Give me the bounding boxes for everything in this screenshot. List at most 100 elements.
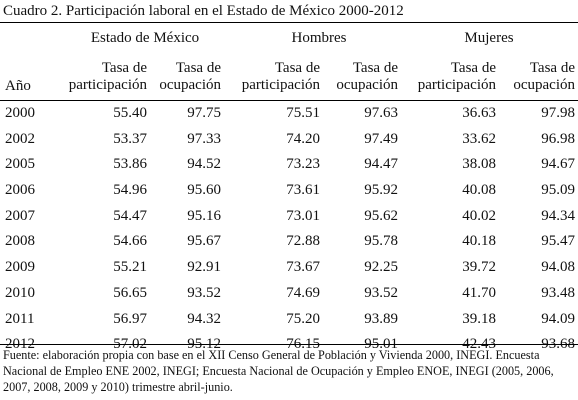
cell-mujeres-ocupacion: 94.08 — [541, 259, 575, 276]
table-row: 2008 54.66 95.67 72.88 95.78 40.18 95.47 — [0, 229, 578, 255]
cell-estado-ocupacion: 97.75 — [187, 105, 221, 121]
cell-hombres-participacion: 73.23 — [286, 156, 320, 173]
column-header-hombres-participacion: Tasa de participación — [242, 60, 320, 94]
cell-mujeres-ocupacion: 95.47 — [541, 233, 575, 250]
header-rule — [0, 100, 578, 101]
cell-estado-participacion: 54.47 — [113, 207, 147, 224]
cell-estado-participacion: 53.86 — [113, 156, 147, 173]
group-header-hombres: Hombres — [291, 30, 347, 46]
cell-mujeres-participacion: 36.63 — [462, 105, 496, 121]
cell-year: 2005 — [5, 156, 35, 173]
cell-mujeres-participacion: 33.62 — [462, 130, 496, 147]
cell-year: 2002 — [5, 130, 35, 147]
cell-estado-ocupacion: 94.52 — [187, 156, 221, 173]
table-row: 2002 53.37 97.33 74.20 97.49 33.62 96.98 — [0, 127, 578, 153]
year-column-header: Año — [5, 78, 31, 94]
cell-estado-participacion: 56.65 — [113, 284, 147, 301]
cell-hombres-ocupacion: 97.63 — [364, 105, 398, 121]
table-row: 2011 56.97 94.32 75.20 93.89 39.18 94.09 — [0, 307, 578, 333]
column-header-line: Tasa de — [529, 60, 575, 76]
table-row: 2005 53.86 94.52 73.23 94.47 38.08 94.67 — [0, 152, 578, 178]
table-row: 2000 55.40 97.75 75.51 97.63 36.63 97.98 — [0, 101, 578, 127]
cell-estado-ocupacion: 93.52 — [187, 284, 221, 301]
cell-hombres-participacion: 75.20 — [286, 310, 320, 327]
cell-mujeres-ocupacion: 94.67 — [541, 156, 575, 173]
cell-estado-ocupacion: 97.33 — [187, 130, 221, 147]
cell-hombres-ocupacion: 93.89 — [364, 310, 398, 327]
cell-mujeres-ocupacion: 94.09 — [541, 310, 575, 327]
cell-year: 2010 — [5, 284, 35, 301]
cell-mujeres-participacion: 39.72 — [462, 259, 496, 276]
cell-estado-participacion: 55.21 — [113, 259, 147, 276]
cell-year: 2008 — [5, 233, 35, 250]
cell-estado-ocupacion: 95.60 — [187, 182, 221, 199]
table-row: 2010 56.65 93.52 74.69 93.52 41.70 93.48 — [0, 281, 578, 307]
cell-hombres-participacion: 75.51 — [286, 105, 320, 121]
column-header-hombres-ocupacion: Tasa de ocupación — [336, 60, 398, 94]
cell-hombres-participacion: 72.88 — [286, 233, 320, 250]
cell-mujeres-participacion: 40.08 — [462, 182, 496, 199]
cell-year: 2011 — [5, 310, 35, 327]
cell-mujeres-ocupacion: 93.48 — [541, 284, 575, 301]
cell-hombres-participacion: 73.61 — [286, 182, 320, 199]
column-header-estado-ocupacion: Tasa de ocupación — [159, 60, 221, 94]
cell-estado-participacion: 54.96 — [113, 182, 147, 199]
cell-hombres-ocupacion: 97.49 — [364, 130, 398, 147]
cell-year: 2009 — [5, 259, 35, 276]
cell-mujeres-participacion: 40.02 — [462, 207, 496, 224]
column-header-mujeres-ocupacion: Tasa de ocupación — [513, 60, 575, 94]
table-row: 2006 54.96 95.60 73.61 95.92 40.08 95.09 — [0, 178, 578, 204]
cell-estado-participacion: 53.37 — [113, 130, 147, 147]
cell-hombres-ocupacion: 93.52 — [364, 284, 398, 301]
top-rule — [0, 22, 578, 23]
column-header-line: participación — [241, 77, 320, 93]
cell-mujeres-participacion: 40.18 — [462, 233, 496, 250]
column-header-line: participación — [417, 77, 496, 93]
group-header-mujeres: Mujeres — [464, 30, 514, 46]
cell-estado-ocupacion: 95.67 — [187, 233, 221, 250]
cell-hombres-ocupacion: 92.25 — [364, 259, 398, 276]
table-row: 2009 55.21 92.91 73.67 92.25 39.72 94.08 — [0, 255, 578, 281]
cell-mujeres-ocupacion: 97.98 — [541, 105, 575, 121]
column-header-line: ocupación — [159, 77, 221, 93]
source-note: Fuente: elaboración propia con base en e… — [3, 348, 554, 394]
cell-hombres-ocupacion: 95.78 — [364, 233, 398, 250]
cell-estado-ocupacion: 95.16 — [187, 207, 221, 224]
bottom-rule — [0, 344, 578, 345]
cell-mujeres-participacion: 38.08 — [462, 156, 496, 173]
cell-year: 2006 — [5, 182, 35, 199]
cell-hombres-ocupacion: 95.62 — [364, 207, 398, 224]
column-header-line: participación — [68, 77, 147, 93]
group-header-estado: Estado de México — [90, 30, 200, 46]
cell-hombres-ocupacion: 95.92 — [364, 182, 398, 199]
cell-hombres-participacion: 74.20 — [286, 130, 320, 147]
column-header-line: Tasa de — [450, 60, 496, 76]
column-header-line: Tasa de — [274, 60, 320, 76]
cell-mujeres-participacion: 41.70 — [462, 284, 496, 301]
cell-estado-participacion: 55.40 — [113, 105, 147, 121]
column-header-line: Tasa de — [352, 60, 398, 76]
cell-hombres-ocupacion: 94.47 — [364, 156, 398, 173]
column-header-estado-participacion: Tasa de participación — [69, 60, 147, 94]
column-header-line: Tasa de — [175, 60, 221, 76]
cell-estado-participacion: 54.66 — [113, 233, 147, 250]
cell-hombres-participacion: 73.67 — [286, 259, 320, 276]
cell-estado-participacion: 56.97 — [113, 310, 147, 327]
table-row: 2007 54.47 95.16 73.01 95.62 40.02 94.34 — [0, 204, 578, 230]
table-title: Cuadro 2. Participación laboral en el Es… — [3, 3, 404, 19]
cell-year: 2007 — [5, 207, 35, 224]
cell-estado-ocupacion: 92.91 — [187, 259, 221, 276]
cell-hombres-participacion: 73.01 — [286, 207, 320, 224]
column-header-line: Tasa de — [101, 60, 147, 76]
cell-mujeres-ocupacion: 96.98 — [541, 130, 575, 147]
cell-hombres-participacion: 74.69 — [286, 284, 320, 301]
cell-mujeres-ocupacion: 94.34 — [541, 207, 575, 224]
column-header-line: ocupación — [336, 77, 398, 93]
cell-year: 2000 — [5, 105, 35, 121]
column-header-line: ocupación — [513, 77, 575, 93]
table-body: 2000 55.40 97.75 75.51 97.63 36.63 97.98… — [0, 101, 578, 358]
cell-mujeres-participacion: 39.18 — [462, 310, 496, 327]
cell-mujeres-ocupacion: 95.09 — [541, 182, 575, 199]
column-header-mujeres-participacion: Tasa de participación — [418, 60, 496, 94]
